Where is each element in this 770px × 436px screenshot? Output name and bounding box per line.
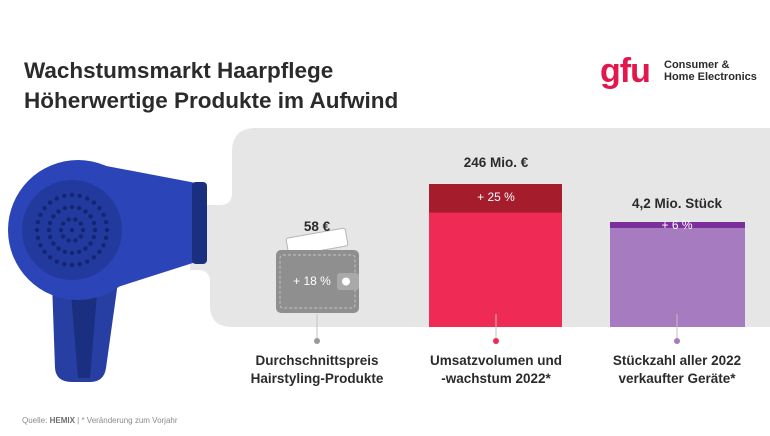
category-label-2-line-1: Umsatzvolumen und (429, 353, 562, 368)
source-label: Quelle: (22, 416, 50, 425)
logo-line-2: Home Electronics (664, 71, 757, 83)
logo-subtitle: Consumer & Home Electronics (664, 59, 757, 83)
connector-dot-3 (674, 338, 680, 344)
growth-label-1: + 18 % (293, 274, 331, 288)
logo-mark: gfu (600, 52, 651, 90)
growth-label-2: + 25 % (477, 190, 515, 205)
value-label-2: 246 Mio. € (463, 155, 529, 170)
wallet-icon (276, 227, 359, 313)
title-line-2: Höherwertige Produkte im Aufwind (24, 88, 399, 113)
bar-3 (610, 222, 745, 327)
category-label-2: Umsatzvolumen und -wachstum 2022* (406, 352, 586, 388)
footer: Quelle: HEMIX | * Veränderung zum Vorjah… (22, 416, 178, 425)
growth-label-3: + 6 % (661, 217, 693, 232)
category-label-3: Stückzahl aller 2022 verkaufter Geräte* (587, 352, 767, 388)
category-label-1-line-2: Hairstyling-Produkte (250, 371, 384, 386)
bar-3-growth-segment (610, 222, 745, 228)
connector-dot-2 (493, 338, 499, 344)
value-label-3: 4,2 Mio. Stück (631, 196, 723, 211)
category-label-3-line-2: verkaufter Geräte* (618, 371, 736, 386)
category-label-1: Durchschnittspreis Hairstyling-Produkte (227, 352, 407, 388)
footnote: | * Veränderung zum Vorjahr (77, 416, 178, 425)
category-label-3-line-1: Stückzahl aller 2022 (612, 353, 742, 368)
category-label-1-line-1: Durchschnittspreis (255, 353, 379, 368)
bar-2-growth-segment (429, 184, 562, 213)
source-name: HEMIX (49, 416, 75, 425)
hair-dryer-icon (8, 160, 207, 382)
category-label-2-line-2: -wachstum 2022* (441, 371, 551, 386)
page-title: Wachstumsmarkt Haarpflege Höherwertige P… (24, 56, 398, 116)
connector-dot-1 (314, 338, 320, 344)
title-line-1: Wachstumsmarkt Haarpflege (24, 58, 334, 83)
value-label-1: 58 € (303, 219, 331, 234)
logo-line-1: Consumer & (664, 59, 730, 71)
